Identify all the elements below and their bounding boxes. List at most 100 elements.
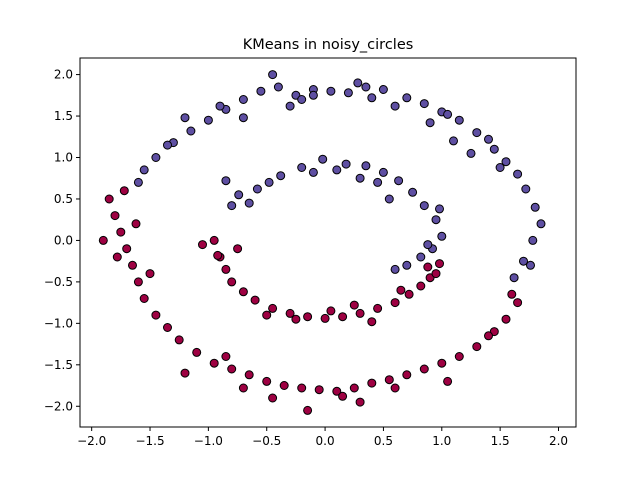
data-point-series-0 (425, 118, 435, 128)
points-layer (98, 70, 546, 415)
data-point-series-0 (341, 159, 351, 169)
y-tick-label: −1.5 (44, 358, 73, 372)
data-point-series-1 (131, 219, 141, 229)
data-point-series-0 (431, 215, 441, 225)
data-point-series-0 (343, 88, 353, 98)
y-tick-label: 1.0 (54, 151, 73, 165)
data-point-series-0 (256, 86, 266, 96)
data-point-series-0 (519, 256, 528, 266)
data-point-series-1 (250, 295, 260, 305)
data-point-series-0 (501, 157, 511, 167)
data-point-series-1 (213, 250, 223, 260)
y-tick-label: 2.0 (54, 68, 73, 82)
data-point-series-0 (528, 235, 538, 245)
data-point-series-1 (163, 323, 172, 332)
data-point-series-0 (163, 140, 172, 150)
data-point-series-0 (215, 101, 225, 111)
data-point-series-1 (227, 277, 237, 287)
data-point-series-1 (419, 364, 429, 374)
data-point-series-0 (367, 93, 377, 103)
data-point-series-1 (326, 306, 336, 316)
data-point-series-1 (338, 312, 348, 322)
y-tick-label: −2.0 (44, 399, 73, 413)
data-point-series-1 (221, 264, 231, 274)
data-point-series-0 (273, 82, 283, 92)
data-point-series-1 (404, 289, 414, 299)
data-point-series-0 (526, 260, 535, 270)
data-point-series-0 (495, 163, 505, 172)
data-point-series-1 (390, 298, 400, 308)
x-tick-label: −1.5 (135, 434, 164, 448)
data-point-series-0 (443, 109, 453, 119)
data-point-series-0 (489, 144, 499, 154)
data-point-series-1 (110, 211, 120, 221)
data-point-series-1 (122, 244, 132, 254)
data-point-series-0 (318, 154, 328, 164)
data-point-series-1 (332, 386, 342, 396)
data-point-series-1 (268, 393, 278, 403)
data-point-series-0 (402, 93, 412, 103)
data-point-series-0 (416, 252, 426, 262)
data-point-series-0 (390, 101, 400, 111)
y-tick-label: −0.5 (44, 275, 73, 289)
data-point-series-1 (262, 310, 272, 320)
data-point-series-1 (484, 331, 493, 341)
data-point-series-1 (174, 335, 184, 345)
data-point-series-1 (139, 294, 149, 303)
data-point-series-0 (133, 177, 143, 187)
data-point-series-0 (390, 264, 400, 274)
data-point-series-0 (384, 194, 394, 204)
data-point-series-0 (151, 153, 161, 162)
data-point-series-0 (466, 148, 476, 158)
data-point-series-1 (192, 347, 202, 357)
data-point-series-0 (355, 173, 365, 183)
data-point-series-0 (180, 113, 190, 123)
data-point-series-1 (268, 303, 278, 313)
data-point-series-0 (530, 202, 540, 212)
data-point-series-1 (349, 300, 359, 310)
data-point-series-1 (244, 370, 254, 380)
data-point-series-1 (128, 260, 137, 270)
data-point-series-0 (353, 78, 363, 88)
data-point-series-0 (238, 113, 248, 123)
data-point-series-1 (262, 376, 272, 386)
x-tick-label: 0.0 (316, 434, 335, 448)
data-point-series-1 (355, 397, 365, 407)
data-point-series-1 (349, 383, 359, 393)
data-point-series-0 (203, 115, 213, 125)
data-point-series-0 (238, 95, 248, 104)
data-point-series-0 (454, 115, 464, 125)
data-point-series-1 (297, 383, 307, 393)
data-point-series-0 (402, 260, 412, 270)
data-point-series-1 (320, 313, 330, 323)
x-tick-label: −2.0 (77, 434, 106, 448)
x-tick-label: 2.0 (549, 434, 568, 448)
data-point-series-1 (209, 358, 219, 368)
data-point-series-0 (435, 204, 444, 214)
data-point-series-0 (378, 167, 388, 177)
data-point-series-0 (513, 169, 523, 179)
data-point-series-1 (507, 289, 517, 299)
data-point-series-1 (373, 303, 383, 313)
data-point-series-1 (116, 227, 126, 237)
data-point-series-1 (437, 358, 447, 368)
data-point-series-1 (112, 252, 122, 262)
data-point-series-1 (390, 383, 400, 393)
data-point-series-0 (536, 219, 546, 229)
data-point-series-0 (139, 165, 149, 175)
data-point-series-0 (449, 136, 458, 146)
x-tick-label: 1.5 (491, 434, 510, 448)
data-point-series-0 (297, 95, 307, 104)
data-point-series-1 (431, 269, 441, 279)
x-tick-label: 1.0 (432, 434, 451, 448)
data-point-series-1 (209, 235, 219, 245)
data-point-series-1 (501, 314, 511, 324)
data-point-series-0 (423, 240, 433, 250)
x-tick-label: −0.5 (252, 434, 281, 448)
data-point-series-1 (291, 314, 301, 324)
data-point-series-0 (221, 176, 231, 186)
x-tick-label: 0.5 (374, 434, 393, 448)
y-tick-label: 1.5 (54, 109, 73, 123)
data-point-series-0 (252, 184, 262, 194)
